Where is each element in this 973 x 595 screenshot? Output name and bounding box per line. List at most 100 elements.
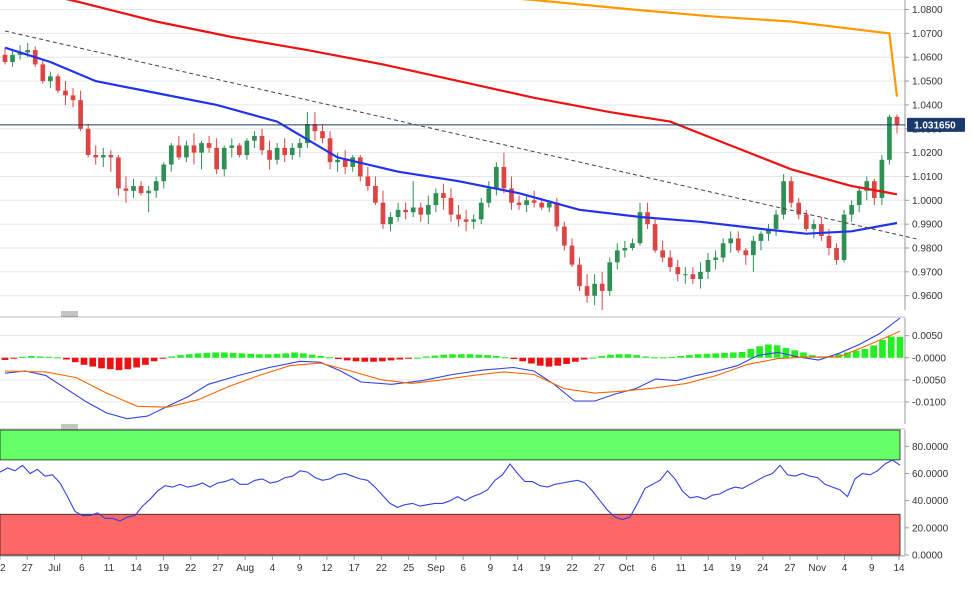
pane-splitters[interactable] [61, 311, 78, 430]
candle [751, 236, 756, 272]
macd-histogram-bar [475, 354, 483, 358]
trend-line [4, 30, 920, 241]
candle [161, 162, 167, 189]
candle [418, 202, 424, 222]
candle-body [735, 238, 741, 251]
candle [675, 259, 681, 282]
candle-body [652, 224, 658, 251]
macd-histogram-bar [782, 348, 790, 358]
candle-body [584, 286, 590, 296]
candle-body [569, 245, 575, 265]
candle-body [327, 138, 333, 163]
candle-body [758, 233, 764, 241]
candle [682, 267, 688, 284]
macd-histogram-bar [747, 348, 755, 358]
candle-body [267, 150, 272, 160]
candle [509, 176, 514, 210]
pane-resize-handle[interactable] [61, 311, 78, 317]
candle-body [448, 197, 454, 215]
candle-body [138, 186, 144, 194]
candle [471, 214, 477, 229]
macd-histogram-bar [221, 352, 228, 358]
rsi-oversold-zone [0, 513, 901, 556]
candle [221, 145, 227, 177]
candle-body [531, 200, 537, 203]
candle [441, 183, 446, 210]
x-tick-label: 9 [297, 563, 303, 574]
price-tick-label: 0.9600 [912, 291, 943, 302]
x-tick-label: 27 [22, 563, 34, 574]
candle [100, 147, 106, 167]
candle [735, 231, 741, 253]
macd-histogram-bar [273, 353, 281, 358]
pane-resize-handle[interactable] [61, 424, 78, 430]
macd-histogram-bar [159, 357, 167, 359]
candle [796, 197, 802, 220]
candle [199, 140, 204, 170]
candle-body [305, 124, 310, 144]
candle-body [252, 135, 257, 141]
macd-histogram-bar [493, 355, 500, 358]
candle [395, 202, 401, 222]
macd-histogram-bar [282, 353, 290, 358]
candle-body [698, 271, 703, 279]
candle [788, 176, 794, 208]
macd-histogram-bar [896, 336, 904, 358]
macd-tick-label: -0.0050 [912, 375, 946, 386]
candle [743, 248, 749, 265]
x-tick-label: 22 [567, 563, 579, 574]
macd-histogram-bar [194, 353, 202, 358]
candle-body [463, 219, 469, 222]
rsi-overbought-zone [0, 429, 901, 461]
macd-histogram-bar [642, 356, 649, 358]
candle [667, 250, 673, 272]
macd-histogram-bar [422, 356, 430, 358]
candle-body [168, 145, 174, 165]
macd-histogram-bar [370, 357, 377, 362]
x-tick-label: 14 [703, 563, 715, 574]
x-tick-label: 19 [158, 563, 170, 574]
macd-histogram-bar [71, 357, 79, 363]
x-tick-label: Sep [427, 563, 445, 574]
x-tick-label: 27 [212, 563, 224, 574]
rsi-tick-label: 40.0000 [912, 496, 949, 507]
candle-body [546, 202, 552, 208]
x-tick-label: 2 [0, 563, 6, 574]
macd-histogram-bar [879, 340, 886, 358]
macd-histogram-bar [607, 354, 614, 358]
x-tick-label: Aug [236, 563, 254, 574]
candle [335, 152, 340, 172]
macd-histogram-bar [361, 357, 369, 362]
candle-body [10, 54, 15, 62]
x-tick-label: Jul [48, 563, 61, 574]
macd-histogram-bar [80, 357, 88, 365]
candle-body [766, 228, 771, 234]
candle [516, 195, 522, 210]
price-tick-label: 1.0200 [912, 148, 943, 159]
x-tick-label: 19 [730, 563, 742, 574]
candle-body [48, 76, 53, 82]
candle [879, 155, 885, 206]
macd-histogram-bar [536, 357, 544, 366]
candle-body [599, 283, 605, 291]
macd-histogram-bar [177, 355, 184, 358]
macd-histogram-bar [352, 357, 360, 362]
candle [289, 143, 295, 160]
macd-tick-label: -0.0000 [912, 353, 946, 364]
macd-histogram-bar [405, 357, 412, 359]
candle [229, 138, 235, 158]
macd-histogram-bar [317, 355, 325, 358]
signal-line [4, 330, 901, 408]
price-tick-label: 1.0600 [912, 53, 943, 64]
x-tick-label: 6 [460, 563, 466, 574]
candle-body [55, 76, 61, 91]
candle [131, 178, 136, 198]
candle [607, 257, 613, 296]
candle-body [433, 193, 439, 206]
macd-histogram-bar [27, 355, 35, 358]
macd-histogram-bar [238, 353, 246, 358]
macd-tick-label: 0.0050 [912, 331, 943, 342]
candle-body [713, 257, 718, 260]
candle [637, 202, 643, 246]
x-tick-label: 11 [676, 563, 687, 574]
